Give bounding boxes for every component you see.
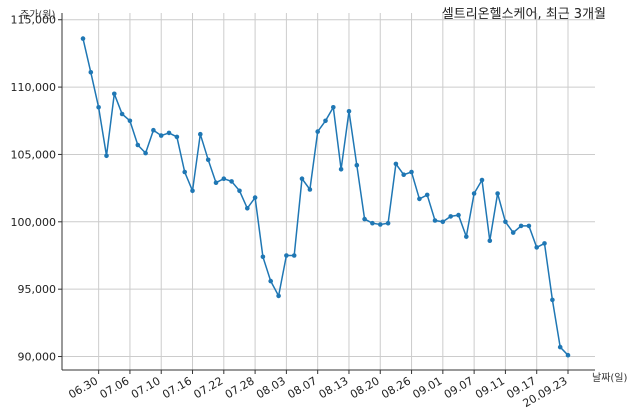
data-point (88, 70, 94, 75)
series-line (82, 38, 569, 356)
data-point (127, 118, 133, 124)
y-tick-label: 115,000 (11, 14, 57, 27)
x-tick-label: 08.13 (317, 374, 351, 401)
data-point (362, 216, 367, 222)
data-point (503, 219, 508, 225)
data-point (182, 169, 187, 175)
data-point (237, 188, 242, 194)
data-point (557, 344, 563, 350)
data-point (417, 196, 422, 202)
series (80, 36, 571, 358)
data-point (331, 105, 336, 110)
data-point (198, 131, 203, 137)
data-point (440, 219, 446, 225)
data-point (487, 238, 493, 243)
axes (61, 13, 595, 371)
data-point (346, 109, 352, 114)
data-point (166, 130, 172, 136)
data-point (518, 223, 524, 229)
data-point (510, 230, 516, 235)
data-point (495, 191, 500, 196)
y-tick-label: 100,000 (11, 216, 57, 229)
grid (62, 13, 595, 370)
x-tick-label: 06.30 (66, 374, 100, 401)
data-point (315, 129, 321, 134)
data-point (448, 214, 454, 219)
data-point (424, 192, 430, 198)
y-axis-label: 주가(원) (20, 9, 56, 21)
data-point (370, 220, 375, 226)
data-point (534, 245, 539, 250)
data-point (464, 234, 469, 239)
data-point (323, 118, 328, 124)
data-point (432, 218, 438, 223)
data-point (385, 220, 391, 226)
data-point (151, 127, 156, 133)
x-tick-label: 08.20 (348, 374, 382, 401)
x-tick-label: 07.16 (160, 374, 194, 401)
x-tick-label: 09.11 (473, 374, 507, 401)
data-point (456, 212, 461, 218)
x-tick-label: 07.22 (192, 374, 226, 401)
y-tick-label: 90,000 (18, 351, 57, 364)
data-point (393, 161, 399, 167)
data-point (112, 91, 117, 97)
data-point (284, 253, 289, 258)
data-point (401, 172, 407, 177)
data-point (542, 241, 547, 246)
data-point (80, 36, 86, 41)
data-point (205, 157, 211, 163)
x-tick-label: 09.07 (442, 374, 476, 401)
data-point (479, 177, 485, 183)
data-point (221, 176, 227, 181)
data-point (378, 222, 383, 227)
x-tick-label: 08.07 (285, 374, 319, 401)
data-point (471, 191, 477, 196)
data-point (190, 188, 195, 194)
data-point (565, 352, 571, 358)
data-point (104, 153, 109, 159)
x-tick-label: 09.01 (411, 374, 445, 401)
data-point (213, 180, 219, 185)
chart-title: 셀트리온헬스케어, 최근 3개월 (442, 7, 606, 22)
x-tick-label: 07.06 (98, 374, 132, 401)
data-point (354, 162, 360, 168)
data-point (260, 254, 266, 260)
data-point (143, 150, 148, 156)
data-point (119, 111, 125, 117)
x-tick-label: 07.10 (129, 374, 163, 401)
y-tick-label: 110,000 (11, 81, 57, 94)
x-axis-label: 날짜(일) (592, 372, 628, 384)
x-tick-label: 08.26 (379, 374, 413, 401)
data-point (96, 105, 101, 110)
data-point (299, 176, 305, 181)
data-point (229, 179, 234, 184)
data-point (338, 167, 344, 172)
data-point (291, 253, 297, 258)
x-tick-labels: 06.3007.0607.1007.1607.2207.2808.0308.07… (66, 370, 570, 409)
data-point (174, 134, 180, 140)
data-point (550, 297, 555, 303)
data-point (409, 169, 414, 175)
data-point (276, 293, 281, 299)
data-point (526, 223, 532, 229)
y-tick-labels: 90,000 95,000 100,000 105,000 110,000 115,000 (11, 14, 62, 364)
data-point (268, 278, 274, 284)
data-point (252, 195, 258, 200)
data-point (135, 142, 141, 148)
y-tick-label: 95,000 (18, 283, 57, 296)
y-tick-label: 105,000 (11, 148, 57, 161)
x-tick-label: 08.03 (254, 374, 288, 401)
data-point (245, 206, 250, 211)
x-tick-label: 07.28 (223, 374, 257, 401)
data-point (307, 187, 313, 192)
data-point (158, 133, 164, 138)
